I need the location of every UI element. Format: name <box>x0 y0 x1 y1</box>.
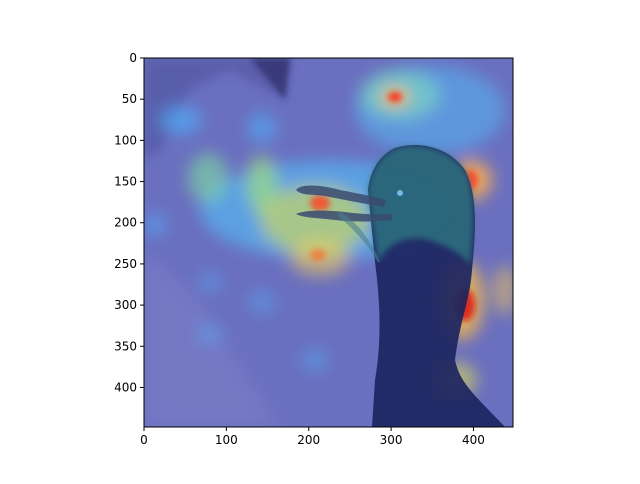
y-tick-label: 50 <box>122 92 137 106</box>
x-tick-label: 0 <box>140 433 148 447</box>
overlay-image <box>144 58 513 427</box>
y-axis: 0 50 100 150 200 250 300 350 400 <box>114 51 144 394</box>
y-tick-label: 350 <box>114 339 137 353</box>
y-tick-label: 250 <box>114 257 137 271</box>
y-tick-label: 150 <box>114 175 137 189</box>
y-tick-label: 100 <box>114 133 137 147</box>
axes-frame <box>143 57 514 428</box>
y-tick-label: 0 <box>129 51 137 65</box>
x-tick-label: 200 <box>297 433 320 447</box>
y-tick-label: 300 <box>114 298 137 312</box>
x-tick-label: 300 <box>380 433 403 447</box>
x-tick-label: 400 <box>462 433 485 447</box>
bird-silhouette <box>296 144 505 427</box>
x-tick-label: 100 <box>215 433 238 447</box>
y-tick-label: 400 <box>114 380 137 394</box>
x-axis: 0 100 200 300 400 <box>140 427 485 447</box>
y-tick-label: 200 <box>114 216 137 230</box>
